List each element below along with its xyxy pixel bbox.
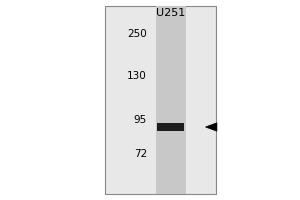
Text: 72: 72 — [134, 149, 147, 159]
Text: 250: 250 — [127, 29, 147, 39]
Bar — [156, 6, 186, 194]
Text: U251: U251 — [156, 8, 186, 18]
Bar — [105, 6, 216, 194]
Polygon shape — [206, 123, 217, 131]
Text: 95: 95 — [134, 115, 147, 125]
Bar — [158, 123, 184, 131]
Text: 130: 130 — [127, 71, 147, 81]
